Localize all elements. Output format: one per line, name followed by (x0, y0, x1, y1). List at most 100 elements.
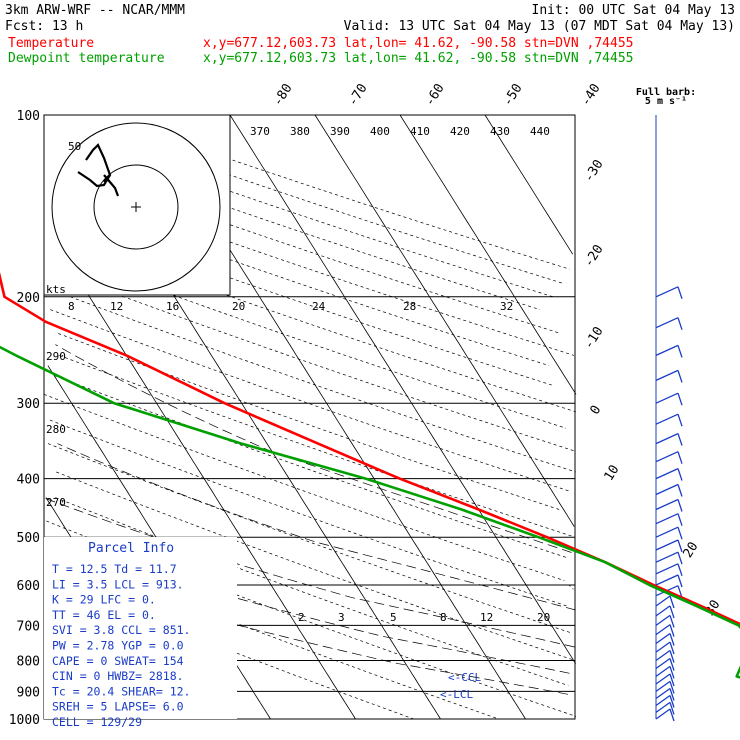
legend-dewpoint-info: x,y=677.12,603.73 lat,lon= 41.62, -90.58… (203, 51, 633, 66)
wind-barb (655, 632, 671, 645)
wind-barb (655, 433, 679, 445)
parcel-info-row: CAPE = 0 SWEAT= 154 (52, 654, 184, 668)
wind-barb (655, 551, 679, 563)
hodograph-scale-label: 16 (166, 300, 179, 313)
dry-adiabat-line (50, 309, 571, 492)
parcel-info-row: LI = 3.5 LCL = 913. (52, 577, 184, 591)
parcel-panel-bg (44, 537, 237, 719)
isotherms (43, 114, 577, 720)
hodograph-scale-label: 24 (312, 300, 326, 313)
wind-barb (655, 701, 671, 713)
hodograph: 50 kts (43, 114, 231, 296)
wind-barb (655, 574, 679, 586)
parcel-info-row: T = 12.5 Td = 11.7 (52, 562, 177, 576)
moist-adiabat-tick-label: 430 (490, 125, 510, 138)
moist-adiabat-line (44, 571, 569, 695)
wind-barb (655, 344, 679, 356)
wind-barb-flag (677, 499, 683, 512)
pressure-tick-label: 400 (17, 473, 40, 488)
lcl-marker-label: <-LCL (440, 688, 473, 701)
dry-adiabat-line (54, 375, 567, 558)
mixing-ratio-line (568, 584, 574, 590)
wind-barb-flag (669, 595, 675, 609)
wind-barb-flag (677, 513, 683, 526)
wind-barb-flag (677, 345, 683, 358)
wind-barb-flag (669, 695, 675, 708)
pressure-tick-label: 900 (17, 685, 40, 700)
parcel-info-title: Parcel Info (88, 541, 174, 556)
isotherm-tick-label: -30 (581, 157, 606, 185)
hodograph-scale-label: 32 (500, 300, 513, 313)
parcel-info-panel: Parcel Info T = 12.5 Td = 11.7LI = 3.5 L… (44, 537, 237, 729)
wind-barb (655, 317, 679, 329)
wind-barbs (655, 115, 683, 722)
wind-barb-flag (677, 484, 683, 497)
isotherm-tick-label: -70 (345, 81, 370, 109)
wind-barb (655, 286, 679, 298)
wind-barb-flag (677, 433, 683, 446)
wind-barb-flag (677, 526, 683, 540)
wind-barb-flag (677, 585, 683, 598)
wind-barb-flag (669, 605, 675, 619)
moist-adiabat-tick-label: 400 (370, 125, 390, 138)
wind-barb (655, 665, 671, 677)
dry-adiabat-line (47, 443, 572, 634)
moist-adiabat-tick-label: 390 (330, 125, 350, 138)
hodograph-trace (77, 143, 120, 197)
wind-barb (655, 468, 679, 480)
wind-barb-flag (677, 563, 683, 577)
wind-barb (655, 641, 671, 653)
isotherm-tick-label: -40 (578, 81, 603, 109)
wind-barb-flag (669, 673, 675, 687)
hodograph-scale-label: 8 (68, 300, 75, 313)
dry-adiabat-line (83, 139, 554, 298)
isotherm-tick-label: 10 (602, 463, 623, 484)
dry-adiabat-tick-label: 270 (46, 496, 66, 509)
wind-barb (655, 483, 679, 496)
wind-barb (655, 605, 671, 617)
wind-barb (655, 513, 679, 525)
wind-barb (655, 614, 671, 626)
pressure-tick-label: 200 (17, 291, 40, 306)
legend-temperature-info: x,y=677.12,603.73 lat,lon= 41.62, -90.58… (203, 36, 633, 51)
sounding-traces (0, 271, 740, 679)
wind-barb (655, 498, 679, 511)
isotherm-line (144, 114, 526, 720)
dry-adiabat-tick-label: 280 (46, 423, 66, 436)
mixing-ratio-tick-label: 5 (390, 611, 397, 624)
wind-barb-flag (677, 539, 683, 553)
moist-adiabat-tick-label: 440 (530, 125, 550, 138)
parcel-info-row: SVI = 3.8 CCL = 851. (52, 623, 190, 637)
parcel-info-row: CIN = 0 HWBZ= 2818. (52, 669, 184, 683)
wind-barb-flag (669, 688, 675, 701)
barb-legend-title: Full barb: (636, 87, 696, 98)
wind-barb-flag (669, 641, 675, 655)
wind-barb-flag (677, 551, 683, 565)
isotherm-tick-label: -50 (500, 81, 525, 109)
isotherm-tick-label: -60 (422, 81, 447, 109)
dewpoint-trace (0, 345, 740, 679)
dry-adiabat-line (68, 237, 576, 413)
isotherm-tick-label: -10 (581, 324, 606, 352)
hodograph-ring-outer (51, 122, 221, 292)
pressure-tick-label: 300 (17, 397, 40, 412)
wind-barb-flag (677, 413, 683, 427)
wind-barb (655, 563, 679, 575)
valid-time: Valid: 13 UTC Sat 04 May 13 (07 MDT Sat … (344, 19, 735, 34)
wind-barb-flag (669, 681, 675, 694)
barb-legend-unit: 5 m s⁻¹ (645, 96, 687, 107)
wind-barb (655, 687, 671, 700)
isotherm-line (59, 114, 441, 720)
wind-barb-flag (677, 451, 683, 464)
wind-barb (655, 413, 679, 425)
hodograph-ring-label: 50 (68, 140, 81, 153)
hodograph-scale-label: 20 (232, 300, 245, 313)
mixing-ratio-tick-label: 3 (338, 611, 345, 624)
hodograph-scale-label: 12 (110, 300, 123, 313)
isotherm-tick-label: 0 (588, 403, 605, 418)
pressure-tick-label: 800 (17, 655, 40, 670)
header: 3km ARW-WRF -- NCAR/MMM Init: 00 UTC Sat… (5, 3, 735, 66)
moist-adiabat-tick-label: 370 (250, 125, 270, 138)
forecast-hour: Fcst: 13 h (5, 19, 83, 34)
